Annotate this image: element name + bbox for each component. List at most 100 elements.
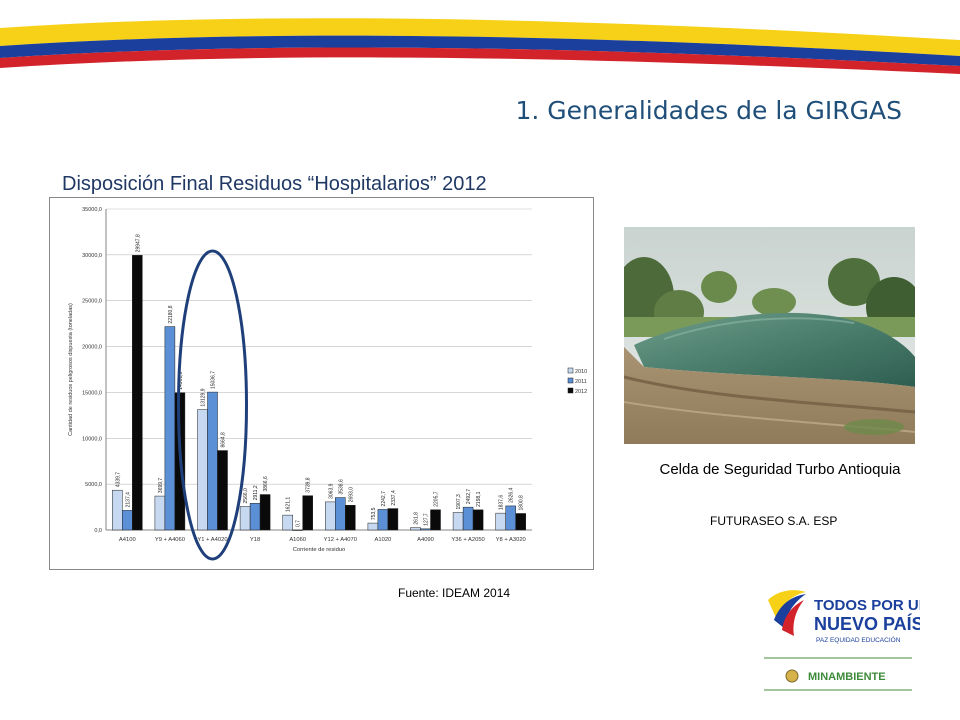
logo-tagline: PAZ EQUIDAD EDUCACIÓN bbox=[816, 635, 901, 644]
x-axis-title: Corriente de residuo bbox=[293, 547, 346, 553]
logo-yellow-swoosh bbox=[768, 590, 806, 618]
highlight-ellipse bbox=[177, 249, 248, 561]
photo-caption: Celda de Seguridad Turbo Antioquia bbox=[659, 461, 901, 478]
y-tick-label: 30000,0 bbox=[82, 253, 102, 259]
data-label: 22180,8 bbox=[168, 305, 174, 323]
legend-label: 2011 bbox=[575, 379, 587, 385]
data-label: 15036,7 bbox=[211, 371, 217, 389]
bar bbox=[239, 506, 251, 531]
chart-title: Disposición Final Residuos “Hospitalario… bbox=[62, 173, 487, 195]
bar bbox=[387, 508, 399, 531]
y-tick-label: 10000,0 bbox=[82, 436, 102, 442]
landfill-photo bbox=[624, 227, 915, 444]
bar bbox=[462, 506, 474, 531]
data-label: 1907,3 bbox=[456, 494, 462, 510]
photo-credit: FUTURASEO S.A. ESP bbox=[710, 514, 838, 528]
data-label: 127,7 bbox=[424, 513, 430, 526]
x-tick-label: Y36 + A2050 bbox=[451, 537, 484, 543]
data-label: 3063,9 bbox=[328, 483, 334, 499]
data-label: 3538,6 bbox=[338, 479, 344, 495]
x-tick-label: A1060 bbox=[289, 537, 306, 543]
data-label: 3866,6 bbox=[263, 476, 269, 492]
x-tick-label: Y8 + A3020 bbox=[496, 537, 526, 543]
y-tick-label: 15000,0 bbox=[82, 390, 102, 396]
bar bbox=[410, 527, 421, 531]
logo-line2: NUEVO PAÍS bbox=[814, 613, 920, 634]
bar bbox=[282, 514, 293, 531]
data-label: 14961,9 bbox=[178, 371, 184, 389]
legend-swatch bbox=[567, 377, 574, 384]
todos-por-un-nuevo-pais-logo: TODOS POR UN NUEVO PAÍS PAZ EQUIDAD EDUC… bbox=[764, 590, 920, 691]
bar bbox=[472, 509, 484, 531]
bar bbox=[302, 495, 313, 531]
bar bbox=[377, 509, 389, 531]
data-label: 2242,7 bbox=[381, 491, 387, 507]
data-label: 2205,7 bbox=[434, 491, 440, 507]
data-label: 4339,7 bbox=[115, 472, 121, 488]
legend-label: 2010 bbox=[575, 369, 587, 375]
bar-chart-svg: 0,0 5000,0 10000,0 15000,0 20000,0 25000,0 300… bbox=[68, 207, 587, 561]
bar bbox=[207, 391, 218, 531]
y-tick-label: 20000,0 bbox=[82, 345, 102, 351]
x-tick-label: A1020 bbox=[375, 537, 392, 543]
data-label: 29947,8 bbox=[135, 234, 141, 252]
bar bbox=[430, 509, 441, 531]
data-label: 2492,7 bbox=[466, 489, 472, 505]
x-tick-label: Y12 + A4070 bbox=[324, 537, 357, 543]
data-label: 1621,1 bbox=[286, 497, 292, 513]
x-tick-label: Y9 + A4060 bbox=[155, 537, 185, 543]
x-tick-label: A4100 bbox=[119, 537, 136, 543]
data-label: 3739,8 bbox=[306, 477, 312, 493]
logo-ministry: MINAMBIENTE bbox=[808, 671, 886, 683]
bar bbox=[452, 512, 464, 531]
source-note: Fuente: IDEAM 2014 bbox=[398, 586, 511, 600]
data-label: 1837,6 bbox=[499, 495, 505, 511]
data-label: 8664,8 bbox=[221, 432, 227, 448]
bar bbox=[217, 450, 228, 531]
bar bbox=[335, 497, 346, 531]
data-label: 2911,2 bbox=[253, 485, 259, 500]
data-label: 3699,7 bbox=[158, 478, 164, 494]
bar bbox=[197, 409, 208, 531]
bar bbox=[259, 494, 271, 531]
data-label: 1800,8 bbox=[519, 495, 525, 511]
bar bbox=[420, 528, 431, 531]
flag-header-band bbox=[0, 18, 960, 74]
bar bbox=[325, 501, 336, 531]
logo-red-swoosh bbox=[782, 600, 804, 636]
y-tick-label: 25000,0 bbox=[82, 299, 102, 305]
bar bbox=[112, 489, 123, 531]
x-tick-label: Y18 bbox=[250, 537, 260, 543]
slide-title: 1. Generalidades de la GIRGAS bbox=[515, 96, 902, 125]
data-label: 2693,0 bbox=[348, 487, 354, 503]
data-label: 2337,4 bbox=[391, 490, 397, 506]
flag-blue-stripe bbox=[0, 35, 960, 66]
data-label: 2137,4 bbox=[125, 492, 131, 508]
legend-label: 2012 bbox=[575, 389, 587, 395]
legend-swatch bbox=[567, 367, 574, 374]
bar bbox=[249, 503, 261, 531]
data-label: 2626,4 bbox=[509, 487, 515, 503]
x-tick-label: Y1 + A4020 bbox=[197, 537, 227, 543]
bar-chart: 0,0 5000,0 10000,0 15000,0 20000,0 25000,0 300… bbox=[49, 197, 594, 570]
bar bbox=[515, 513, 526, 531]
bar bbox=[122, 510, 133, 531]
data-label: 753,5 bbox=[371, 507, 377, 520]
bar bbox=[367, 522, 379, 531]
flag-red-stripe bbox=[0, 47, 960, 74]
legend-swatch bbox=[567, 387, 574, 394]
logo-blue-swoosh bbox=[774, 594, 806, 628]
bar bbox=[495, 512, 506, 531]
flag-yellow-stripe bbox=[0, 18, 960, 56]
data-label: 2566,0 bbox=[243, 488, 249, 504]
bar bbox=[164, 326, 176, 531]
data-label: 261,8 bbox=[414, 512, 420, 525]
bar bbox=[505, 505, 516, 531]
x-tick-label: A4090 bbox=[417, 537, 434, 543]
y-tick-label: 5000,0 bbox=[85, 482, 102, 488]
bar bbox=[154, 495, 166, 531]
bar bbox=[132, 255, 143, 531]
y-tick-label: 35000,0 bbox=[82, 207, 102, 213]
data-label: 0,7 bbox=[296, 520, 302, 527]
coat-of-arms-icon bbox=[785, 669, 799, 683]
